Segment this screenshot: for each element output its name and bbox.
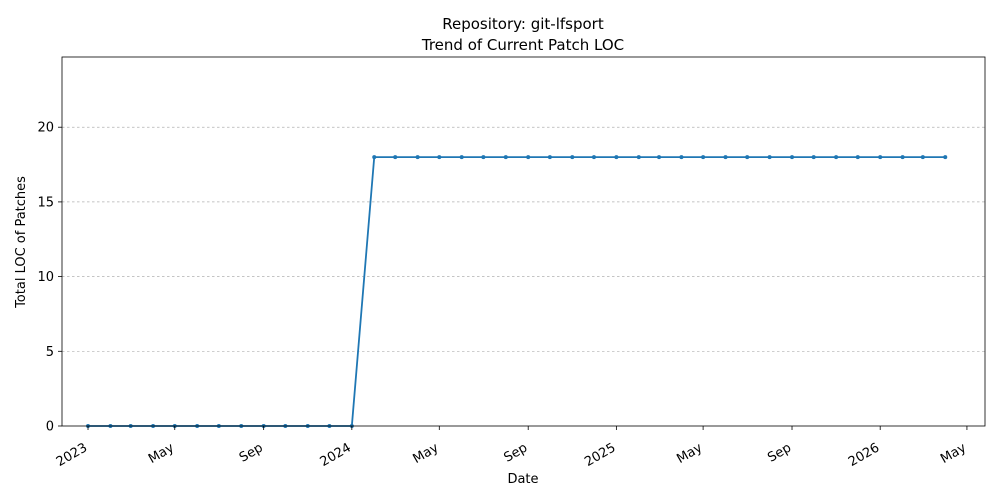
data-point (547, 155, 552, 160)
data-point (900, 155, 905, 160)
data-point (679, 155, 684, 160)
data-point (701, 155, 706, 160)
x-tick-label: 2025 (582, 440, 618, 470)
y-tick-label: 20 (37, 121, 54, 136)
data-point (767, 155, 772, 160)
data-point (855, 155, 860, 160)
data-point (570, 155, 575, 160)
data-point-layer (86, 155, 948, 428)
data-point (790, 155, 795, 160)
data-point (393, 155, 398, 160)
y-tick-label: 5 (46, 345, 54, 360)
data-point (614, 155, 619, 160)
data-point (878, 155, 883, 160)
x-tick-label: May (146, 440, 177, 467)
data-point (526, 155, 531, 160)
data-point (437, 155, 442, 160)
x-tick-label: 2023 (54, 440, 90, 470)
data-point (834, 155, 839, 160)
chart-title-line-1: Repository: git-lfsport (442, 15, 604, 33)
data-point (943, 155, 948, 160)
axes: 0 5 10 15 20 2023 May Sep 2024 May Sep 2025 May Sep 20… (37, 56, 986, 470)
y-tick-label: 10 (37, 270, 54, 285)
data-line-layer (88, 156, 946, 427)
y-axis-label: Total LOC of Patches (14, 176, 29, 309)
data-point (636, 155, 641, 160)
data-point (657, 155, 662, 160)
chart-title-line-2: Trend of Current Patch LOC (421, 36, 624, 54)
x-tick-label: May (674, 440, 705, 467)
plot-frame (61, 56, 986, 427)
y-tick-label: 15 (37, 195, 54, 210)
x-tick-label: Sep (237, 440, 266, 465)
data-line (88, 156, 946, 427)
x-tick-label: Sep (501, 440, 530, 465)
data-point (372, 155, 377, 160)
data-point (481, 155, 486, 160)
x-tick-label: 2026 (846, 440, 882, 470)
data-point (723, 155, 728, 160)
x-tick-label: Sep (765, 440, 794, 465)
data-point (415, 155, 420, 160)
data-point (745, 155, 750, 160)
data-point (503, 155, 508, 160)
grid-lines (62, 126, 985, 352)
x-tick-label: 2024 (318, 440, 354, 470)
data-point (811, 155, 816, 160)
data-point (920, 155, 925, 160)
data-point (591, 155, 596, 160)
x-axis-label: Date (507, 472, 538, 487)
x-tick-label: May (411, 440, 442, 467)
data-point (459, 155, 464, 160)
y-tick-label: 0 (46, 420, 54, 435)
x-tick-label: May (938, 440, 969, 467)
